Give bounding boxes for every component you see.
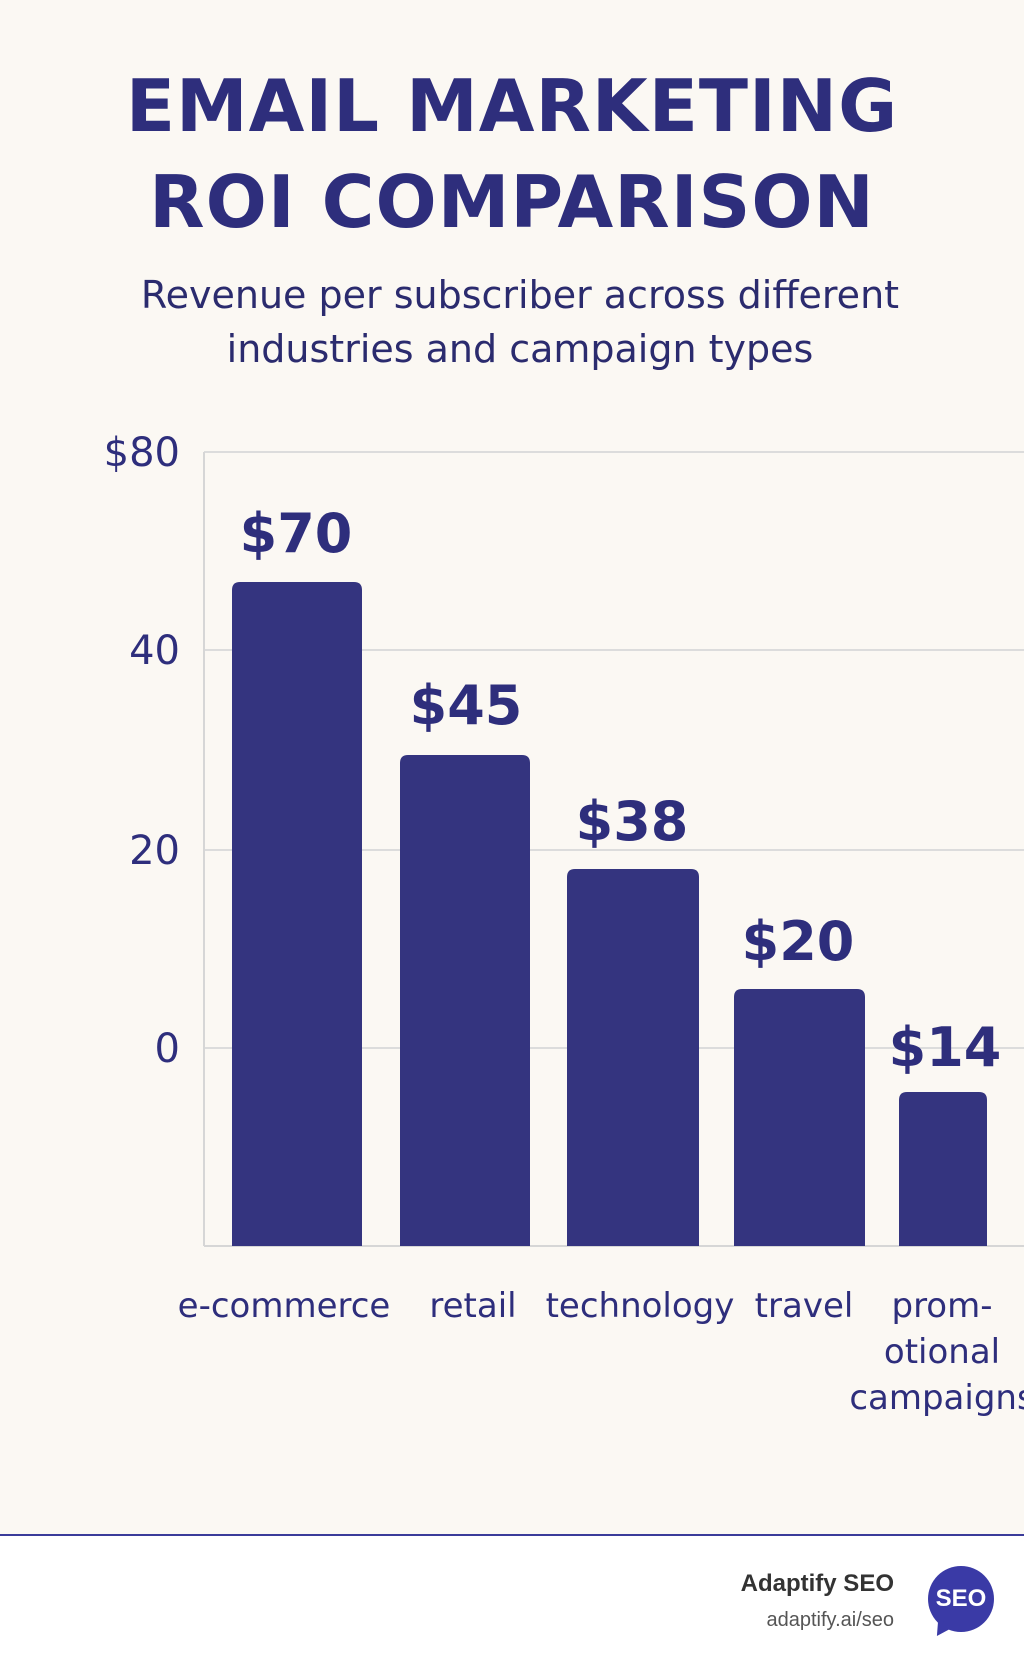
- chart-title-line-1: EMAIL MARKETING: [125, 64, 899, 148]
- category-label: technology: [546, 1286, 735, 1326]
- category-label: e-commerce: [178, 1286, 391, 1326]
- bar-promotional-campaigns: [899, 1092, 987, 1246]
- data-label: $70: [240, 502, 353, 565]
- bar-e-commerce: [232, 582, 362, 1246]
- category-label-line: otional: [884, 1332, 1000, 1372]
- y-tick-label: 20: [129, 828, 180, 874]
- data-label: $45: [410, 674, 523, 737]
- chart-title: EMAIL MARKETING ROI COMPARISON: [0, 58, 1024, 250]
- data-label: $38: [576, 790, 689, 853]
- bar-retail: [400, 755, 530, 1246]
- seo-badge-icon: SEO: [928, 1566, 994, 1632]
- category-label-line: travel: [755, 1286, 854, 1326]
- category-label-line: retail: [429, 1286, 516, 1326]
- category-label-line: prom-: [891, 1286, 992, 1326]
- brand-url: adaptify.ai/seo: [766, 1609, 895, 1631]
- category-label: travel: [755, 1286, 854, 1326]
- category-label: prom-otional campaigns: [849, 1286, 1024, 1418]
- category-label-line: e-commerce: [178, 1286, 391, 1326]
- y-tick-label: 40: [129, 628, 180, 674]
- category-label-line: campaigns: [849, 1378, 1024, 1418]
- data-label: $14: [889, 1016, 1002, 1079]
- chart-title-line-2: ROI COMPARISON: [149, 160, 875, 244]
- category-label: retail: [429, 1286, 516, 1326]
- footer-divider: [0, 1534, 1024, 1536]
- y-tick-label: 0: [155, 1026, 180, 1072]
- data-label: $20: [742, 910, 855, 973]
- bar-technology: [567, 869, 699, 1246]
- chart-subtitle: Revenue per subscriber across different …: [140, 273, 900, 371]
- category-label-line: technology: [546, 1286, 735, 1326]
- y-tick-label: $80: [104, 430, 180, 476]
- footer: [0, 1536, 1024, 1666]
- bar-travel: [734, 989, 865, 1246]
- brand-name: Adaptify SEO: [740, 1570, 894, 1597]
